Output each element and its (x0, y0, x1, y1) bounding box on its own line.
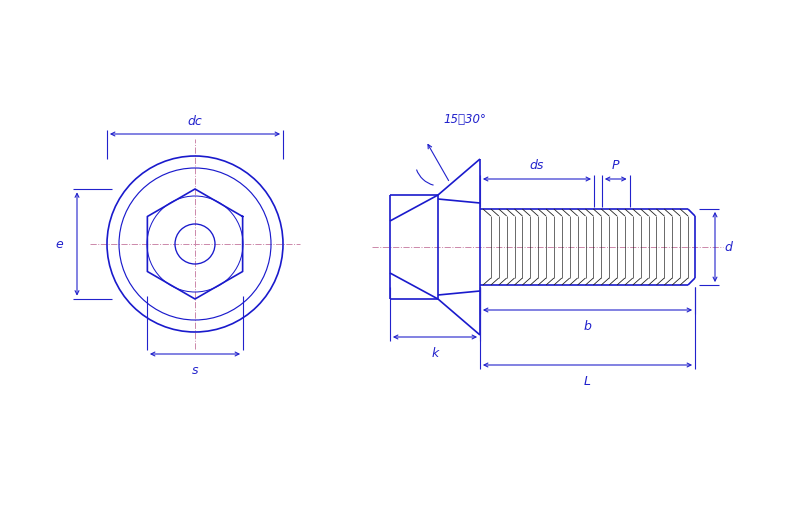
Text: P: P (612, 159, 619, 172)
Text: k: k (431, 347, 438, 360)
Text: b: b (583, 320, 591, 333)
Text: e: e (55, 238, 63, 250)
Text: L: L (584, 375, 591, 388)
Text: d: d (724, 240, 732, 253)
Text: s: s (192, 364, 198, 377)
Text: ds: ds (530, 159, 544, 172)
Text: 15～30°: 15～30° (443, 112, 486, 126)
Text: dc: dc (188, 115, 202, 128)
